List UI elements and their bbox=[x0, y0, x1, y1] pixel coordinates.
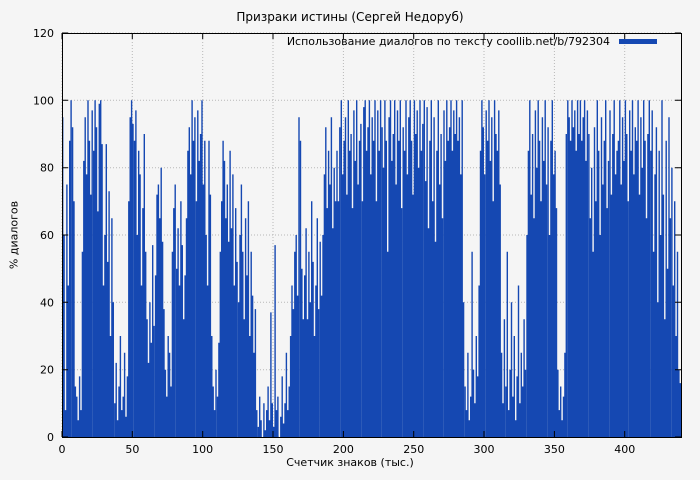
y-tick-label: 120 bbox=[33, 27, 54, 40]
x-tick-label: 250 bbox=[403, 443, 424, 456]
plot-border bbox=[62, 33, 682, 438]
y-tick-label: 60 bbox=[40, 229, 54, 242]
y-tick-label: 100 bbox=[33, 94, 54, 107]
y-tick-label: 40 bbox=[40, 296, 54, 309]
x-tick-label: 0 bbox=[59, 443, 66, 456]
x-tick-label: 300 bbox=[474, 443, 495, 456]
legend: Использование диалогов по тексту coollib… bbox=[287, 35, 657, 48]
legend-label: Использование диалогов по тексту coollib… bbox=[286, 35, 610, 48]
x-tick-label: 400 bbox=[614, 443, 635, 456]
bars bbox=[62, 100, 681, 437]
x-axis-label: Счетчик знаков (тыс.) bbox=[286, 456, 414, 469]
y-axis-label: % диалогов bbox=[7, 200, 21, 270]
y-tick-label: 20 bbox=[40, 364, 54, 377]
x-tick-label: 150 bbox=[263, 443, 284, 456]
chart-title: Призраки истины (Сергей Недоруб) bbox=[236, 10, 464, 24]
x-tick-label: 100 bbox=[192, 443, 213, 456]
y-tick-label: 0 bbox=[47, 431, 54, 444]
y-tick-label: 80 bbox=[40, 162, 54, 175]
x-tick-label: 200 bbox=[333, 443, 354, 456]
legend-swatch bbox=[619, 39, 657, 44]
x-tick-label: 350 bbox=[544, 443, 565, 456]
x-tick-label: 50 bbox=[125, 443, 139, 456]
